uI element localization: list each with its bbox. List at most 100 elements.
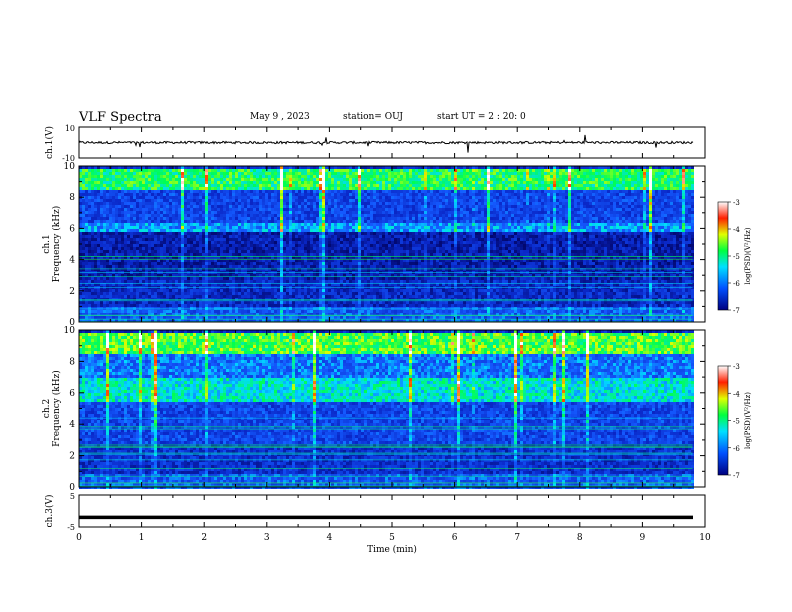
spectrogram-cell [283, 196, 286, 199]
spectrogram-cell [277, 250, 280, 253]
spectrogram-cell [295, 292, 298, 295]
spectrogram-cell [133, 292, 136, 295]
spectrogram-cell [355, 178, 358, 181]
spectrogram-cell [250, 223, 253, 226]
spectrogram-cell [223, 214, 226, 217]
spectrogram-cell [358, 244, 361, 247]
spectrogram-cell [142, 268, 145, 271]
spectrogram-cell [91, 217, 94, 220]
spectrogram-cell [250, 184, 253, 187]
spectrogram-cell [262, 187, 265, 190]
spectrogram-cell [304, 190, 307, 193]
spectrogram-cell [277, 235, 280, 238]
spectrogram-cell [130, 220, 133, 223]
spectrogram-cell [268, 202, 271, 205]
spectrogram-cell [244, 190, 247, 193]
spectrogram-cell [106, 253, 109, 256]
spectrogram-cell [214, 235, 217, 238]
spectrogram-cell [85, 289, 88, 292]
spectrogram-cell [202, 295, 205, 298]
spectrogram-cell [265, 262, 268, 265]
spectrogram-cell [103, 208, 106, 211]
spectrogram-cell [352, 205, 355, 208]
spectrogram-cell [121, 277, 124, 280]
spectrogram-cell [190, 169, 193, 172]
spectrogram-cell [247, 307, 250, 310]
spectrogram-cell [304, 301, 307, 304]
spectrogram-cell [109, 190, 112, 193]
spectrogram-cell [217, 187, 220, 190]
spectrogram-cell [184, 256, 187, 259]
spectrogram-cell [232, 175, 235, 178]
spectrogram-cell [142, 223, 145, 226]
spectrogram-cell [337, 310, 340, 313]
spectrogram-cell [160, 166, 163, 169]
spectrogram-cell [244, 214, 247, 217]
spectrogram-cell [124, 217, 127, 220]
spectrogram-cell [106, 172, 109, 175]
spectrogram-cell [106, 301, 109, 304]
spectrogram-cell [286, 223, 289, 226]
spectrogram-cell [259, 232, 262, 235]
spectrogram-cell [217, 238, 220, 241]
spectrogram-cell [328, 250, 331, 253]
spectrogram-cell [214, 313, 217, 316]
spectrogram-cell [226, 313, 229, 316]
spectrogram-cell [115, 313, 118, 316]
spectrogram-cell [106, 289, 109, 292]
spectrogram-cell [241, 250, 244, 253]
spectrogram-cell [247, 232, 250, 235]
spectrogram-cell [301, 214, 304, 217]
spectrogram-cell [238, 247, 241, 250]
spectrogram-cell [247, 214, 250, 217]
spectrogram-cell [88, 292, 91, 295]
spectrogram-cell [175, 301, 178, 304]
spectrogram-cell [196, 181, 199, 184]
spectrogram-cell [142, 319, 145, 322]
spectrogram-cell [160, 187, 163, 190]
spectrogram-cell [220, 190, 223, 193]
spectrogram-cell [361, 184, 364, 187]
spectrogram-cell [361, 166, 364, 169]
spectrogram-cell [235, 205, 238, 208]
spectrogram-cell [286, 268, 289, 271]
spectrogram-cell [241, 229, 244, 232]
spectrogram-cell [121, 268, 124, 271]
spectrogram-cell [205, 304, 208, 307]
spectrogram-cell [268, 199, 271, 202]
spectrogram-cell [169, 226, 172, 229]
spectrogram-cell [289, 172, 292, 175]
spectrogram-cell [163, 223, 166, 226]
spectrogram-cell [121, 166, 124, 169]
spectrogram-cell [262, 292, 265, 295]
spectrogram-cell [295, 169, 298, 172]
spectrogram-cell [121, 196, 124, 199]
spectrogram-cell [133, 316, 136, 319]
spectrogram-cell [310, 229, 313, 232]
spectrogram-cell [355, 166, 358, 169]
spectrogram-cell [94, 193, 97, 196]
spectrogram-cell [223, 172, 226, 175]
spectrogram-cell [211, 259, 214, 262]
spectrogram-cell [271, 277, 274, 280]
spectrogram-cell [340, 238, 343, 241]
spectrogram-cell [253, 208, 256, 211]
spectrogram-cell [211, 181, 214, 184]
spectrogram-cell [319, 199, 322, 202]
spectrogram-cell [232, 319, 235, 322]
spectrogram-cell [199, 280, 202, 283]
spectrogram-cell [142, 316, 145, 319]
spectrogram-cell [133, 319, 136, 322]
spectrogram-cell [190, 226, 193, 229]
spectrogram-cell [115, 232, 118, 235]
spectrogram-cell [223, 217, 226, 220]
spectrogram-cell [148, 235, 151, 238]
spectrogram-cell [142, 241, 145, 244]
spectrogram-cell [262, 274, 265, 277]
spectrogram-cell [100, 241, 103, 244]
spectrogram-cell [241, 193, 244, 196]
spectrogram-cell [130, 313, 133, 316]
spectrogram-cell [172, 253, 175, 256]
spectrogram-cell [127, 295, 130, 298]
spectrogram-cell [349, 169, 352, 172]
